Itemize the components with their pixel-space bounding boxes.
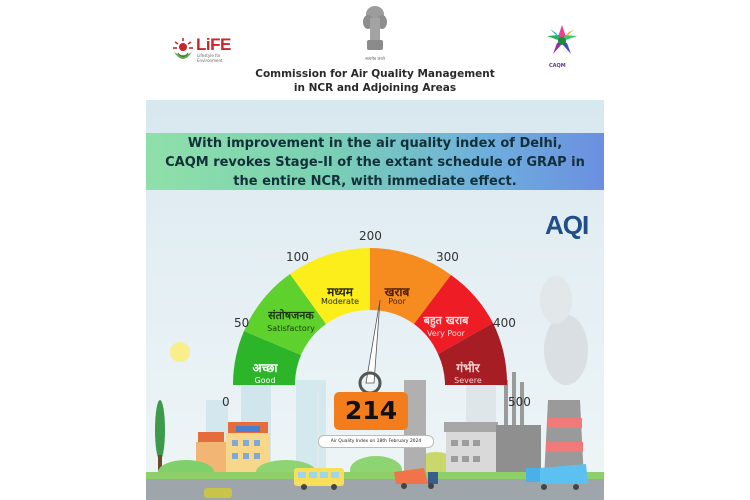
segment-poor-hindi: खराब [384,285,410,299]
segment-good-english: Good [254,376,276,385]
tick-400: 400 [493,316,516,330]
gauge-segment-moderate [290,248,370,324]
tick-100: 100 [286,250,309,264]
gauge-needle [365,299,381,384]
gauge-segment-poor [370,248,451,324]
tick-0: 0 [222,395,230,409]
national-emblem [362,4,388,54]
aqi-label: AQI [545,210,589,240]
city-scenery [146,276,604,500]
segment-severe-hindi: गंभीर [456,361,480,375]
segment-very-poor-english: Very Poor [427,329,465,338]
tick-50: 50 [234,316,250,330]
life-logo-icon [173,38,193,59]
segment-very-poor-hindi: बहुत खराब [423,314,469,327]
life-logo-text: LiFE [196,35,231,54]
life-logo [170,36,196,66]
announcement-text: With improvement in the air quality inde… [146,134,604,191]
aqi-value: 214 [334,392,408,430]
title-line-1: Commission for Air Quality Management [255,68,495,80]
announcement-banner [146,133,604,190]
segment-moderate-hindi: मध्यम [327,285,353,299]
announcement-line-1: With improvement in the air quality inde… [187,136,563,151]
announcement-line-3: the entire NCR, with immediate effect. [233,174,517,189]
tick-300: 300 [436,250,459,264]
gauge-segment-satisfactory [244,274,326,355]
emblem-caption: सत्यमेव जयते [365,56,385,61]
gauge-segment-severe [438,323,508,385]
segment-satisfactory-hindi: संतोषजनक [268,309,314,322]
life-logo-subtext: Lifestyle for Environment [197,53,223,63]
gauge-segment-very-poor [414,275,493,354]
segment-poor-english: Poor [388,297,406,306]
gauge-segment-good [232,331,301,385]
national-emblem-icon [363,6,387,50]
announcement-line-2: CAQM revokes Stage-II of the extant sche… [165,155,585,170]
segment-severe-english: Severe [454,376,482,385]
caqm-logo-icon [547,25,577,54]
segment-good-hindi: अच्छा [252,361,278,375]
tick-500: 500 [508,395,531,409]
segment-satisfactory-english: Satisfactory [267,324,315,333]
caqm-logo [545,23,579,63]
caqm-logo-text: CAQM [549,63,566,69]
tick-200: 200 [359,229,382,243]
title-line-2: in NCR and Adjoining Areas [293,82,457,94]
aqi-date-caption: Air Quality Index on 18th February 2024 [318,435,434,448]
page-title: Commission for Air Quality Management in… [0,67,750,95]
segment-moderate-english: Moderate [320,297,360,306]
